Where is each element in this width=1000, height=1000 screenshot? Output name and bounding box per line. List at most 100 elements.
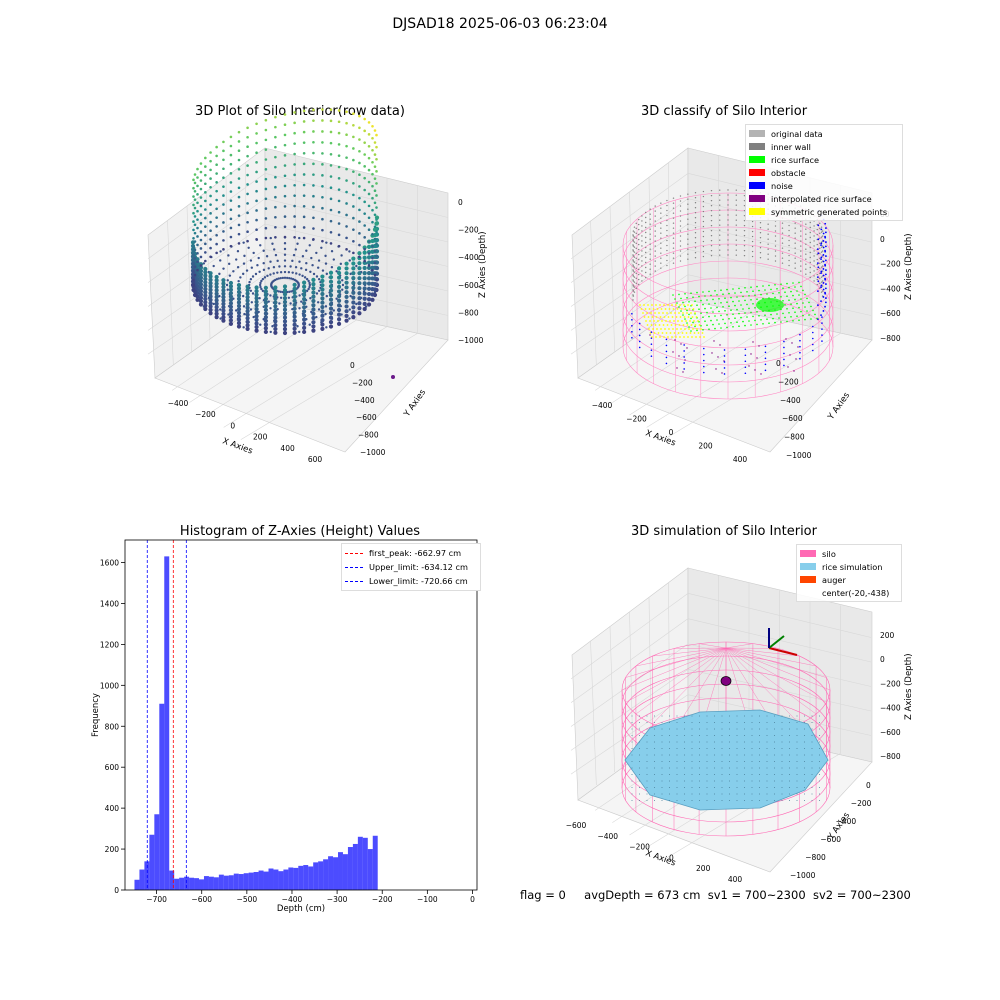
plot2-symmetric-point: [667, 316, 670, 318]
plot2-wall-point: [781, 262, 784, 264]
plot4-rice-point: [744, 761, 745, 762]
hist-bar: [199, 879, 204, 890]
plot2-noise-point: [820, 270, 823, 273]
plot4-rice-point: [774, 728, 775, 730]
plot2-noise-point: [812, 349, 814, 352]
plot2-wall-point: [788, 264, 790, 267]
plot2-rice-point: [722, 318, 724, 321]
plot1-wall-point: [302, 329, 307, 335]
plot2-wall-point: [781, 237, 784, 239]
plot2-wall-point: [632, 289, 634, 291]
hist-bar: [144, 861, 150, 890]
plot2-wall-point: [694, 222, 697, 224]
plot1-wall-point: [371, 268, 374, 272]
plot1-ylabel: Y Axies: [402, 387, 429, 419]
plot2-wall-point: [638, 283, 640, 286]
plot2-noise-point: [683, 356, 685, 358]
plot1-floor-point: [373, 291, 377, 294]
plot2-rice-point: [742, 308, 744, 310]
plot2-wall-point: [820, 281, 823, 283]
plot1-wall-point: [351, 285, 356, 290]
plot1-wall-point: [215, 145, 218, 149]
plot1-floor-point: [308, 281, 311, 285]
plot1-floor-point: [370, 269, 373, 272]
plot1-wall-point: [362, 271, 367, 276]
plot1-wall-point: [245, 316, 250, 321]
plot1-wall-point: [192, 220, 195, 223]
plot4-silo-roof-line: [652, 647, 727, 725]
plot1-wall-point: [192, 228, 195, 232]
plot1-floor-point: [271, 325, 274, 328]
plot2-wall-point: [638, 233, 640, 236]
plot4-rice-point: [766, 780, 768, 782]
plot4-rice-point: [646, 787, 648, 788]
plot2-rice-point: [706, 299, 708, 301]
plot1-wall-point: [312, 216, 315, 220]
plot4-rice-point: [751, 741, 753, 743]
plot1-wall-point: [292, 286, 297, 291]
plot2-symmetric-point: [675, 336, 677, 338]
plot1-wall-point: [337, 188, 341, 191]
plot2-wall-point: [816, 253, 818, 256]
plot1-wall-point: [363, 236, 366, 239]
plot1-wall-point: [351, 315, 356, 320]
plot1-floor-point: [349, 272, 352, 276]
plot2-wall-point: [702, 215, 705, 218]
plot1-floor-point: [296, 287, 299, 290]
plot2-rice-point: [776, 288, 778, 290]
plot2-noise-point: [799, 339, 801, 342]
plot2-rice-point: [732, 300, 734, 303]
plot2-symmetric-point: [653, 320, 655, 322]
plot1-wall-point: [199, 213, 203, 216]
plot2-rice-point: [774, 296, 776, 299]
plot4-rice-point: [751, 754, 753, 756]
plot1-wall-point: [328, 279, 334, 284]
plot1-wall-point: [221, 288, 226, 293]
plot2-noise-point: [783, 358, 785, 361]
plot2-wall-point: [751, 240, 754, 243]
plot1-wall-point: [209, 238, 212, 241]
plot4-rice-point: [714, 722, 715, 723]
plot2-noise-point: [820, 284, 823, 287]
plot2-noise-point: [744, 366, 747, 369]
plot1-wall-point: [312, 140, 315, 144]
plot1-wall-point: [236, 321, 242, 326]
plot2-wall-point: [821, 230, 824, 232]
plot1-wall-point: [373, 273, 377, 277]
plot1-wall-point: [302, 292, 307, 298]
p1-xtick: 600: [308, 455, 323, 464]
plot4-rice-point: [639, 761, 640, 762]
plot4-silo-roof-line: [725, 647, 779, 732]
plot4-rice-point: [751, 800, 753, 801]
plot1-floor-point: [272, 295, 275, 298]
plot2-wall-point: [710, 214, 713, 217]
plot2-wall-point: [654, 210, 656, 212]
plot4-rice-point: [781, 761, 783, 762]
plot1-wall-point: [357, 286, 362, 291]
plot2-wall-point: [632, 259, 634, 261]
plot2-rice-point: [722, 306, 724, 308]
plot2-symmetric-point: [690, 324, 693, 326]
hist-legend: first_peak: -662.97 cm Upper_limit: -634.…: [341, 543, 481, 591]
plot1-wall-point: [337, 154, 341, 157]
plot1-wall-point: [246, 173, 249, 177]
plot2-wall-point: [638, 243, 640, 246]
plot1-floor-point: [274, 253, 278, 257]
plot1-floor-point: [265, 312, 269, 315]
plot1-wall-point: [344, 309, 349, 314]
plot1-wall-point: [199, 162, 203, 165]
plot1-wall-point: [358, 138, 361, 141]
plot2-rice-point: [766, 293, 768, 295]
plot1-wall-point: [358, 243, 361, 247]
plot1-wall-point: [363, 141, 366, 144]
plot1-floor-point: [316, 266, 320, 269]
plot2-rice-point: [816, 317, 818, 320]
plot2-wall-point: [633, 231, 636, 233]
plot1-wall-point: [337, 210, 341, 214]
plot1-floor-point: [260, 287, 263, 291]
plot4-rice-point: [691, 735, 693, 736]
plot4-rice-point: [766, 722, 768, 723]
plot4-rice-point: [676, 722, 678, 723]
plot4-rice-point: [721, 715, 723, 717]
plot2-wall-point: [719, 249, 721, 251]
